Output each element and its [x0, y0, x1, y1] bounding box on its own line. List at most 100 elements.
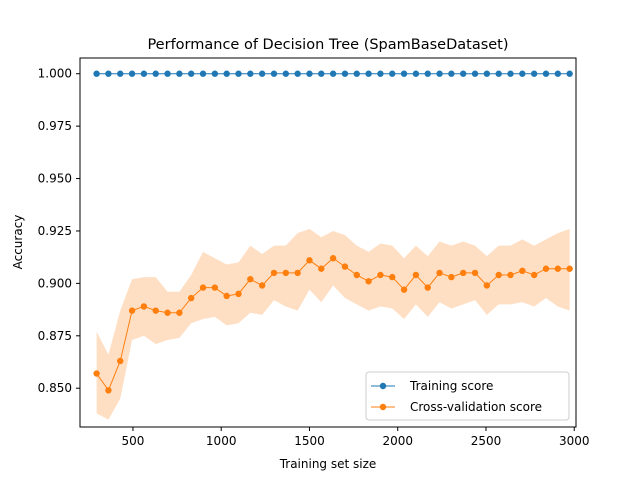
data-point-series-1: [365, 278, 372, 285]
data-point-series-0: [199, 70, 207, 77]
data-point-series-0: [400, 70, 408, 77]
data-point-series-0: [460, 70, 467, 77]
data-point-series-0: [507, 70, 514, 77]
x-tick-label: 1500: [294, 434, 325, 448]
data-point-series-0: [448, 70, 455, 77]
data-point-series-1: [318, 265, 325, 272]
data-point-series-0: [247, 70, 254, 77]
data-point-series-0: [270, 70, 278, 77]
data-point-series-1: [128, 307, 136, 314]
data-point-series-0: [412, 70, 420, 77]
data-point-series-0: [152, 70, 159, 77]
data-point-series-0: [117, 70, 124, 77]
data-point-series-0: [128, 70, 136, 77]
legend-box: [365, 371, 570, 421]
data-point-series-1: [105, 387, 112, 394]
data-point-series-1: [400, 286, 408, 293]
data-point-series-0: [377, 70, 384, 77]
data-point-series-1: [519, 267, 526, 274]
data-point-series-1: [306, 257, 313, 264]
data-point-series-1: [471, 269, 479, 277]
data-point-series-1: [460, 269, 467, 277]
y-tick-label: 0.925: [38, 224, 72, 238]
y-tick-label: 0.975: [38, 119, 72, 133]
data-point-series-0: [471, 70, 479, 77]
data-point-series-1: [341, 263, 349, 270]
data-point-series-0: [282, 70, 290, 77]
legend-label-cross-validation-score: Cross-validation score: [410, 400, 542, 414]
axes-frame: [79, 57, 577, 428]
data-point-series-1: [412, 271, 420, 279]
data-point-series-1: [448, 273, 455, 281]
x-tick-label: 3000: [559, 434, 590, 448]
data-point-series-1: [507, 271, 514, 279]
data-point-series-0: [554, 70, 562, 77]
data-point-series-0: [424, 70, 431, 77]
legend-label-training-score: Training score: [409, 379, 493, 393]
data-point-series-1: [152, 307, 159, 314]
data-point-series-0: [483, 70, 491, 77]
data-point-series-1: [140, 303, 148, 310]
y-tick-label: 1.000: [38, 67, 72, 81]
data-point-series-1: [377, 271, 384, 279]
data-point-series-0: [294, 70, 301, 77]
data-point-series-1: [258, 282, 266, 289]
data-point-series-0: [318, 70, 325, 77]
data-point-series-0: [211, 70, 219, 77]
y-axis-label: Accuracy: [11, 215, 25, 270]
data-point-series-1: [530, 271, 538, 279]
x-tick-label: 1000: [206, 434, 237, 448]
x-axis-label: Training set size: [279, 457, 377, 471]
data-point-series-1: [223, 292, 230, 300]
data-point-series-1: [211, 284, 219, 291]
axis-ticks: 500 1000 1500 2000 2500 3000 0.850 0.875 0.900 0.…: [38, 67, 590, 448]
chart-title: Performance of Decision Tree (SpamBaseDa…: [147, 37, 508, 53]
y-tick-label: 0.900: [38, 276, 72, 290]
legend: Training score Cross-validation score: [365, 371, 570, 421]
data-point-series-0: [258, 70, 266, 77]
data-point-series-1: [329, 255, 337, 262]
data-point-series-1: [495, 271, 502, 279]
data-point-series-0: [223, 70, 230, 77]
data-point-series-1: [554, 265, 562, 272]
data-point-series-0: [188, 70, 195, 77]
data-point-series-1: [93, 370, 100, 377]
data-point-series-1: [270, 269, 278, 277]
data-point-series-1: [542, 265, 550, 272]
data-point-series-0: [530, 70, 538, 77]
x-tick-label: 2500: [471, 434, 502, 448]
data-point-series-1: [199, 284, 207, 291]
data-point-series-1: [294, 269, 301, 277]
y-tick-label: 0.850: [38, 381, 72, 395]
data-point-series-0: [436, 70, 443, 77]
data-point-series-0: [329, 70, 337, 77]
data-point-series-1: [566, 265, 573, 272]
data-point-series-1: [483, 282, 491, 289]
data-point-series-0: [495, 70, 502, 77]
data-point-series-0: [306, 70, 313, 77]
data-point-series-1: [117, 357, 124, 365]
y-tick-label: 0.950: [38, 172, 72, 186]
data-point-series-1: [282, 269, 290, 277]
data-point-series-1: [353, 271, 360, 279]
data-point-series-1: [424, 284, 431, 291]
data-point-series-1: [389, 273, 396, 281]
data-point-series-1: [164, 309, 171, 316]
data-point-series-0: [140, 70, 148, 77]
data-point-series-0: [542, 70, 550, 77]
data-point-series-0: [235, 70, 242, 77]
data-point-series-1: [235, 290, 242, 298]
legend-dot-cross-validation-score: [379, 403, 387, 411]
data-point-series-1: [436, 269, 443, 277]
data-point-series-1: [247, 275, 254, 283]
data-point-series-1: [176, 309, 183, 316]
plot-area: [93, 70, 573, 420]
data-point-series-0: [164, 70, 171, 77]
legend-dot-training-score: [379, 382, 387, 390]
data-point-series-0: [365, 70, 372, 77]
x-tick-label: 2000: [382, 434, 413, 448]
data-point-series-0: [176, 70, 183, 77]
data-point-series-0: [341, 70, 349, 77]
data-point-series-0: [519, 70, 526, 77]
data-point-series-0: [353, 70, 360, 77]
